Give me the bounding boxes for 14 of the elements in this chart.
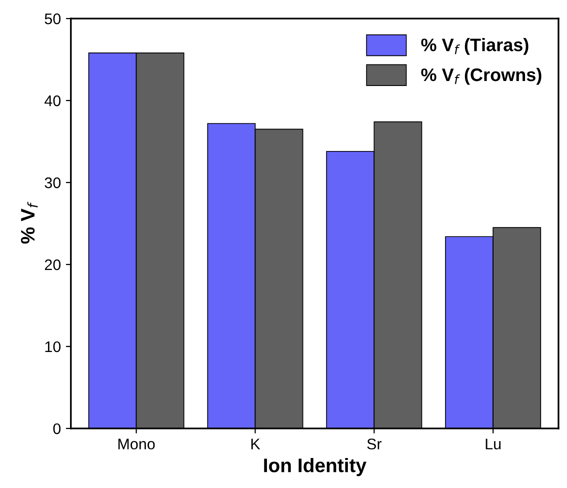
y-tick-label: 30 bbox=[44, 177, 61, 188]
legend-label: % V$_{f}$ (Tiaras) bbox=[421, 38, 528, 55]
x-tick-label: Mono bbox=[118, 438, 155, 450]
x-tick-label: Sr bbox=[367, 438, 382, 450]
y-tick-label: 20 bbox=[44, 259, 61, 270]
y-axis-title: % V$_{f}$ bbox=[20, 202, 38, 244]
legend-label: % V$_{f}$ (Crowns) bbox=[421, 68, 542, 85]
x-tick-label: K bbox=[251, 438, 260, 450]
x-axis-title: Ion Identity bbox=[264, 458, 366, 476]
y-tick-label: 40 bbox=[44, 95, 61, 106]
y-tick-label: 50 bbox=[44, 13, 61, 24]
y-tick-label: 10 bbox=[45, 341, 61, 352]
y-tick-label: 0 bbox=[53, 423, 61, 434]
x-tick-label: Lu bbox=[486, 438, 501, 450]
